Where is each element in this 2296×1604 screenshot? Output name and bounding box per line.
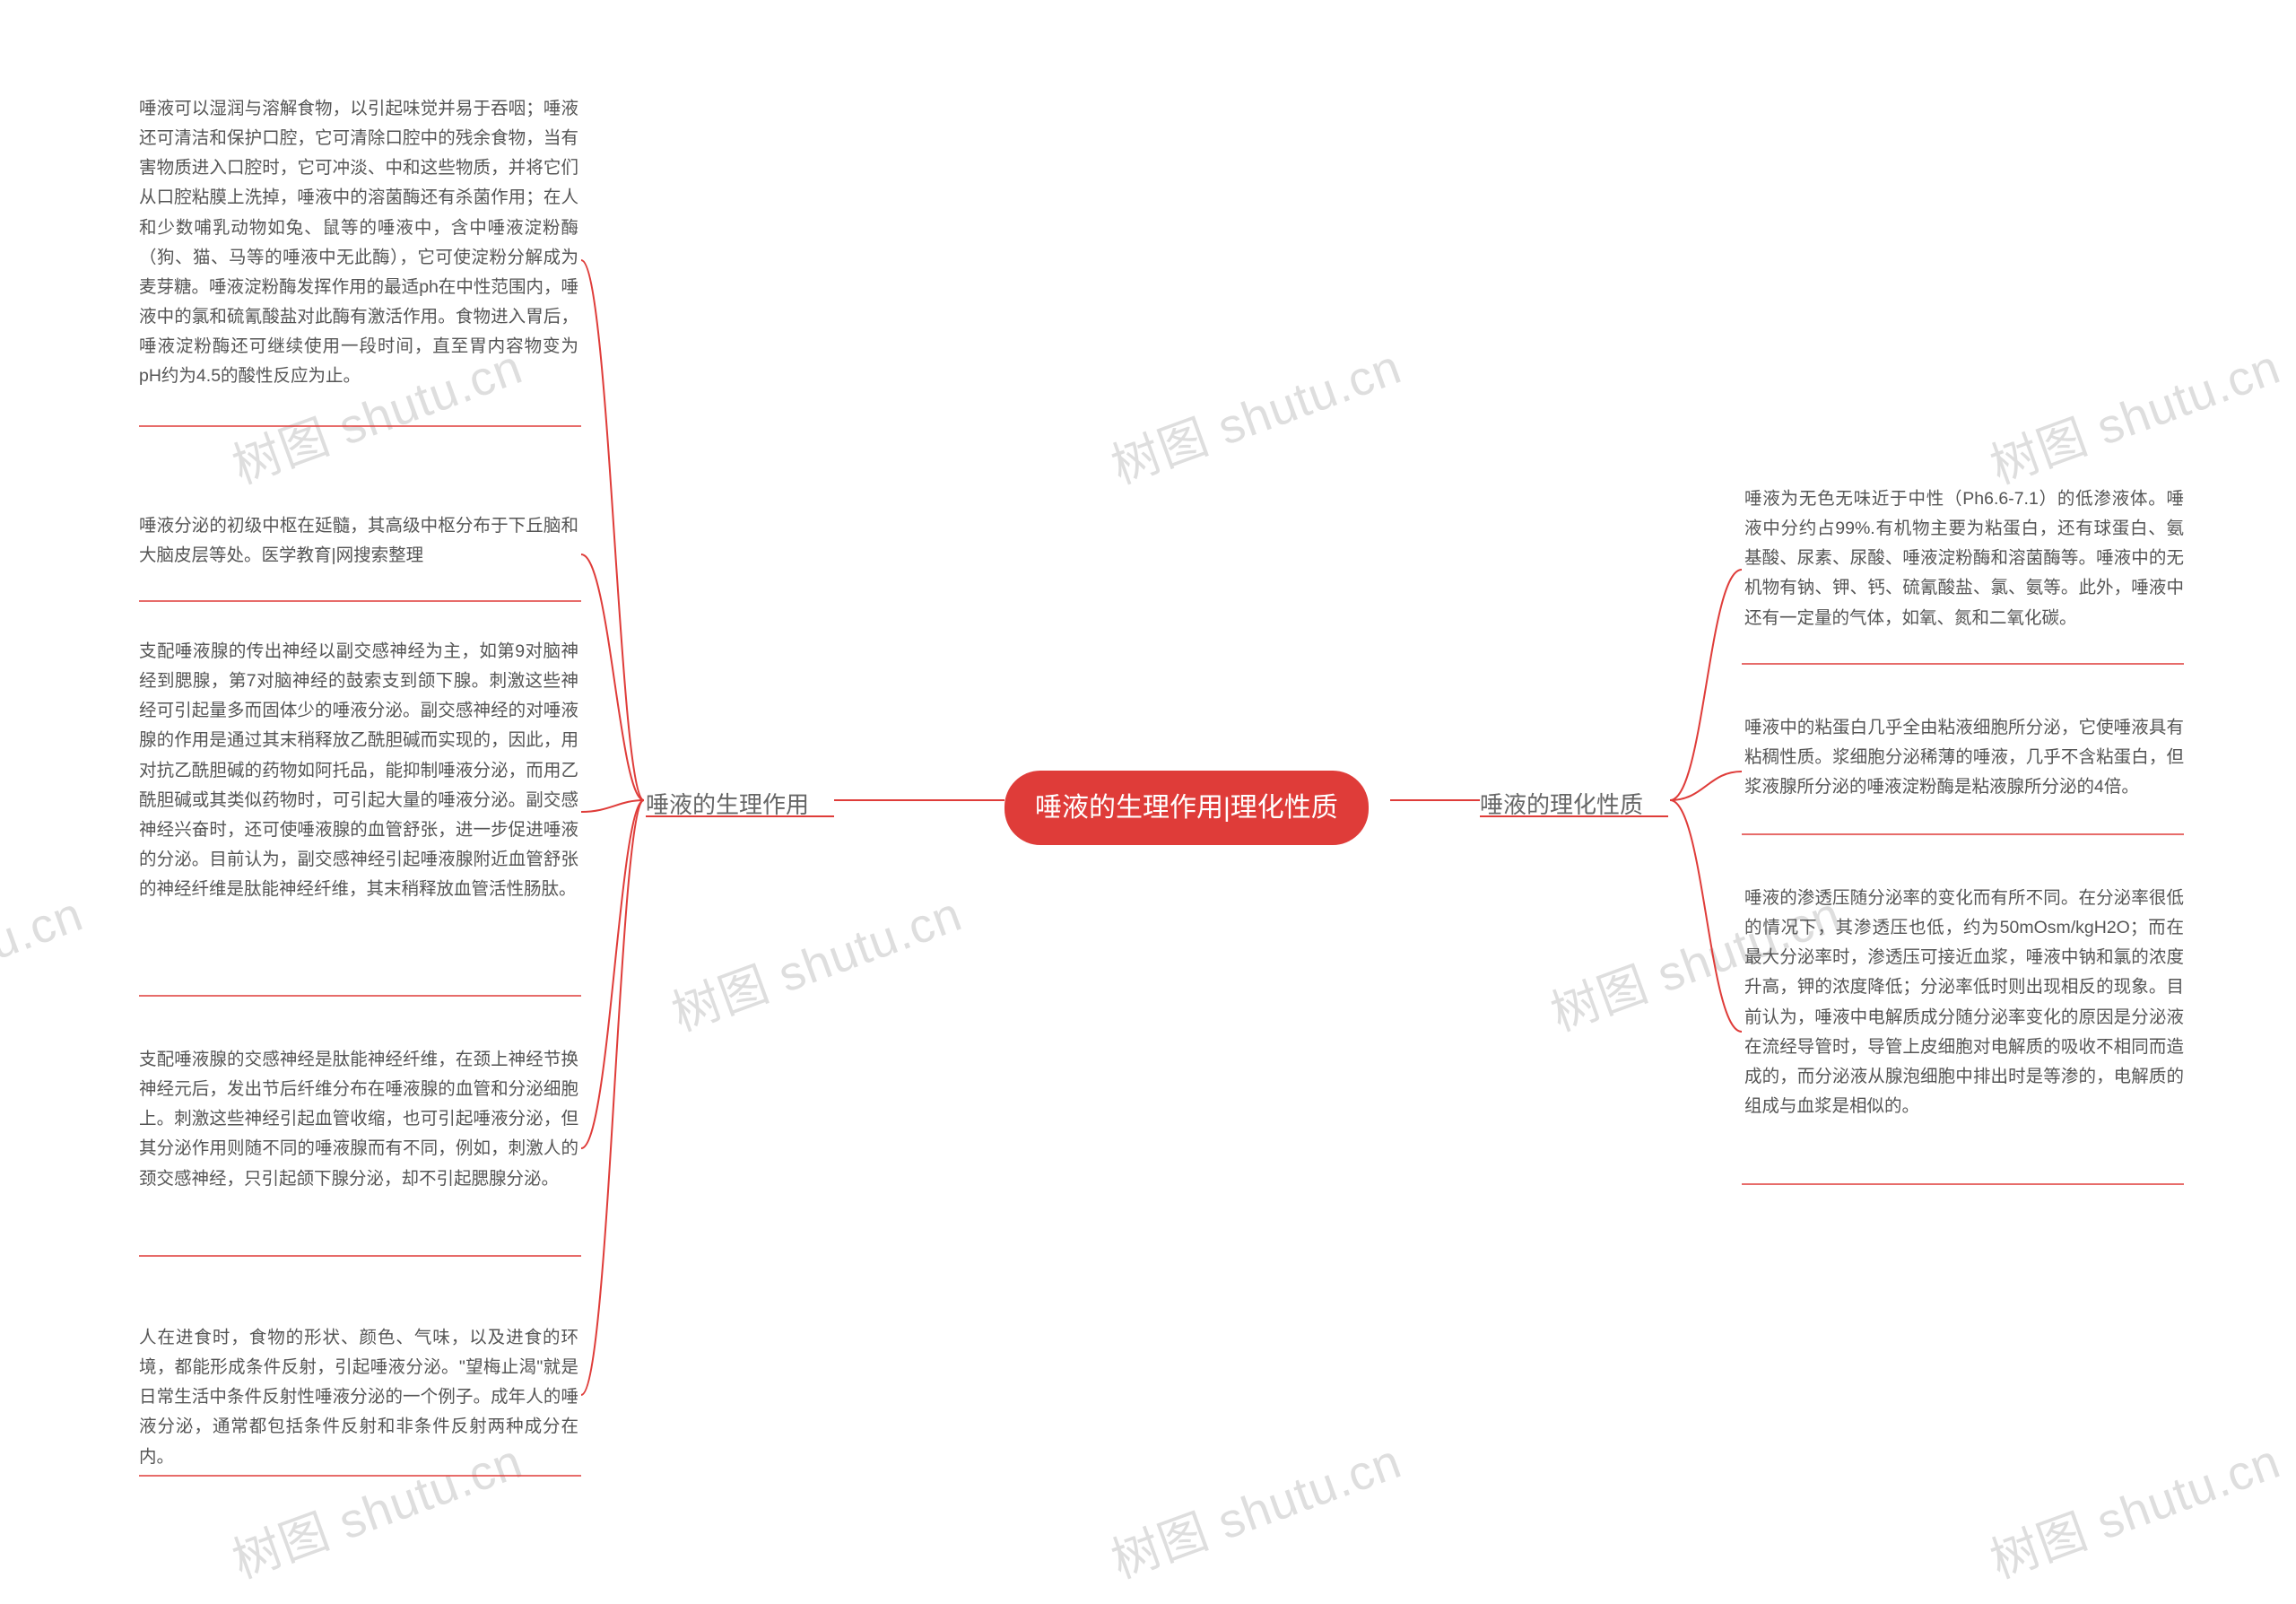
left-branch-node[interactable]: 唾液的生理作用 <box>646 785 809 824</box>
root-node[interactable]: 唾液的生理作用|理化性质 <box>1004 771 1369 845</box>
left-leaf-3[interactable]: 支配唾液腺的传出神经以副交感神经为主，如第9对脑神经到腮腺，第7对脑神经的鼓索支… <box>139 637 578 904</box>
right-leaf-1[interactable]: 唾液为无色无味近于中性（Ph6.6-7.1）的低渗液体。唾液中分约占99%.有机… <box>1744 484 2184 633</box>
watermark: 树图 shutu.cn <box>661 875 970 1045</box>
watermark: 树图 shutu.cn <box>1100 327 1410 498</box>
left-leaf-5[interactable]: 人在进食时，食物的形状、颜色、气味，以及进食的环境，都能形成条件反射，引起唾液分… <box>139 1323 578 1472</box>
left-leaf-2[interactable]: 唾液分泌的初级中枢在延髓，其高级中枢分布于下丘脑和大脑皮层等处。医学教育|网搜索… <box>139 511 578 571</box>
right-leaf-2[interactable]: 唾液中的粘蛋白几乎全由粘液细胞所分泌，它使唾液具有粘稠性质。浆细胞分泌稀薄的唾液… <box>1744 713 2184 802</box>
left-leaf-4[interactable]: 支配唾液腺的交感神经是肽能神经纤维，在颈上神经节换神经元后，发出节后纤维分布在唾… <box>139 1045 578 1194</box>
watermark: 树图 shutu.cn <box>1979 327 2289 498</box>
mindmap-canvas: 树图 shutu.cn 树图 shutu.cn 树图 shutu.cn 树图 s… <box>0 0 2296 1604</box>
watermark: 树图 shutu.cn <box>1979 1422 2289 1592</box>
watermark: 树图 shutu.cn <box>1100 1422 1410 1592</box>
left-leaf-1[interactable]: 唾液可以湿润与溶解食物，以引起味觉并易于吞咽；唾液还可清洁和保护口腔，它可清除口… <box>139 94 578 391</box>
right-branch-node[interactable]: 唾液的理化性质 <box>1480 785 1643 824</box>
watermark: 树图 shutu.cn <box>0 875 91 1045</box>
right-leaf-3[interactable]: 唾液的渗透压随分泌率的变化而有所不同。在分泌率很低的情况下，其渗透压也低，约为5… <box>1744 884 2184 1121</box>
